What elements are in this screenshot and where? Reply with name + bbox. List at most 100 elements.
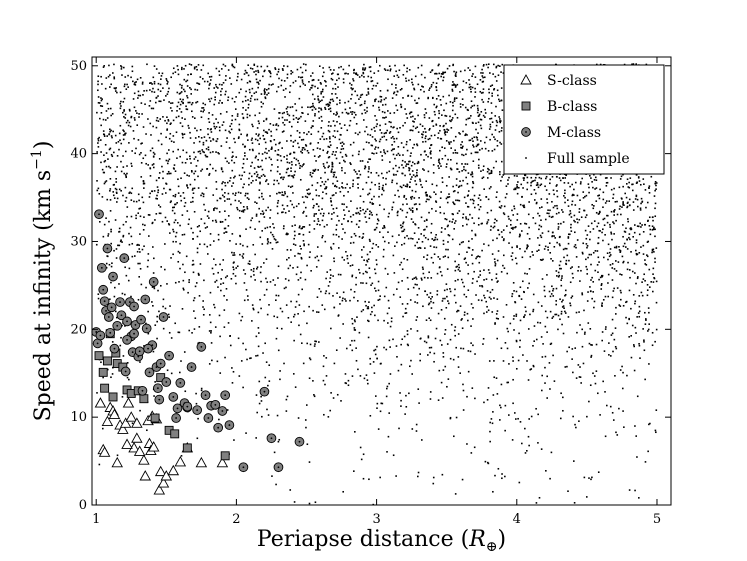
full-sample-point	[392, 148, 394, 151]
full-sample-point	[651, 249, 654, 252]
full-sample-point	[424, 236, 427, 239]
full-sample-point	[445, 102, 448, 105]
full-sample-point	[192, 200, 194, 203]
full-sample-point	[373, 152, 375, 155]
full-sample-point	[454, 269, 457, 272]
full-sample-point	[507, 179, 509, 181]
full-sample-point	[233, 161, 236, 164]
full-sample-point	[295, 273, 298, 276]
full-sample-point	[188, 63, 191, 65]
full-sample-point	[400, 186, 403, 189]
full-sample-point	[455, 184, 458, 187]
full-sample-point	[352, 179, 355, 182]
full-sample-point	[639, 183, 642, 186]
full-sample-point	[458, 210, 461, 212]
full-sample-point	[196, 247, 199, 250]
full-sample-point	[511, 439, 514, 441]
full-sample-point	[444, 114, 446, 117]
full-sample-point	[122, 166, 125, 168]
full-sample-point	[158, 100, 160, 103]
full-sample-point	[301, 76, 304, 79]
full-sample-point	[335, 349, 338, 352]
full-sample-point	[459, 305, 462, 307]
full-sample-point	[642, 253, 645, 255]
full-sample-point	[508, 414, 510, 416]
full-sample-point	[422, 305, 424, 308]
full-sample-point	[274, 143, 277, 146]
full-sample-point	[403, 335, 406, 338]
full-sample-point	[110, 242, 113, 245]
full-sample-point	[534, 179, 536, 182]
full-sample-point	[266, 408, 268, 411]
full-sample-point	[147, 164, 150, 166]
full-sample-point	[276, 205, 279, 208]
full-sample-point	[135, 147, 137, 150]
full-sample-point	[461, 153, 463, 156]
full-sample-point	[459, 103, 462, 105]
full-sample-point	[402, 154, 404, 156]
full-sample-point	[490, 418, 493, 420]
full-sample-point	[416, 102, 419, 104]
full-sample-point	[149, 100, 152, 102]
full-sample-point	[226, 299, 228, 301]
full-sample-point	[393, 272, 396, 274]
full-sample-point	[504, 342, 507, 344]
full-sample-point	[266, 226, 269, 229]
full-sample-point	[103, 154, 105, 157]
full-sample-point	[612, 197, 614, 199]
full-sample-point	[189, 86, 191, 89]
full-sample-point	[267, 414, 270, 416]
full-sample-point	[630, 335, 632, 337]
full-sample-point	[488, 172, 491, 175]
full-sample-point	[462, 241, 464, 243]
full-sample-point	[461, 281, 464, 284]
full-sample-point	[183, 172, 186, 174]
full-sample-point	[483, 294, 485, 297]
full-sample-point	[507, 215, 510, 218]
full-sample-point	[390, 317, 393, 320]
full-sample-point	[574, 181, 577, 184]
full-sample-point	[628, 269, 631, 271]
full-sample-point	[368, 192, 371, 195]
full-sample-point	[267, 241, 270, 243]
full-sample-point	[233, 100, 236, 103]
full-sample-point	[535, 184, 538, 186]
full-sample-point	[484, 297, 486, 299]
full-sample-point	[470, 342, 472, 344]
full-sample-point	[608, 251, 611, 254]
full-sample-point	[390, 121, 392, 124]
full-sample-point	[220, 168, 223, 171]
full-sample-point	[586, 273, 589, 275]
full-sample-point	[448, 142, 451, 145]
full-sample-point	[453, 139, 455, 142]
full-sample-point	[189, 137, 192, 139]
full-sample-point	[137, 298, 140, 301]
full-sample-point	[176, 91, 179, 94]
full-sample-point	[645, 63, 648, 66]
full-sample-point	[466, 251, 468, 253]
full-sample-point	[495, 196, 498, 199]
full-sample-point	[597, 256, 600, 259]
full-sample-point	[97, 75, 100, 78]
full-sample-point	[563, 182, 566, 184]
full-sample-point	[131, 242, 134, 245]
full-sample-point	[301, 147, 304, 149]
full-sample-point	[532, 344, 534, 347]
full-sample-point	[244, 69, 247, 72]
full-sample-point	[317, 205, 320, 208]
full-sample-point	[428, 271, 430, 274]
full-sample-point	[637, 276, 639, 278]
full-sample-point	[444, 297, 446, 300]
full-sample-point	[225, 141, 228, 143]
full-sample-point	[408, 169, 410, 172]
full-sample-point	[606, 214, 608, 217]
full-sample-point	[410, 359, 412, 362]
full-sample-point	[653, 195, 656, 197]
full-sample-point	[584, 216, 587, 219]
full-sample-point	[595, 179, 598, 182]
full-sample-point	[393, 91, 396, 94]
full-sample-point	[411, 207, 414, 209]
full-sample-point	[295, 109, 298, 112]
full-sample-point	[467, 240, 470, 243]
full-sample-point	[409, 299, 412, 301]
